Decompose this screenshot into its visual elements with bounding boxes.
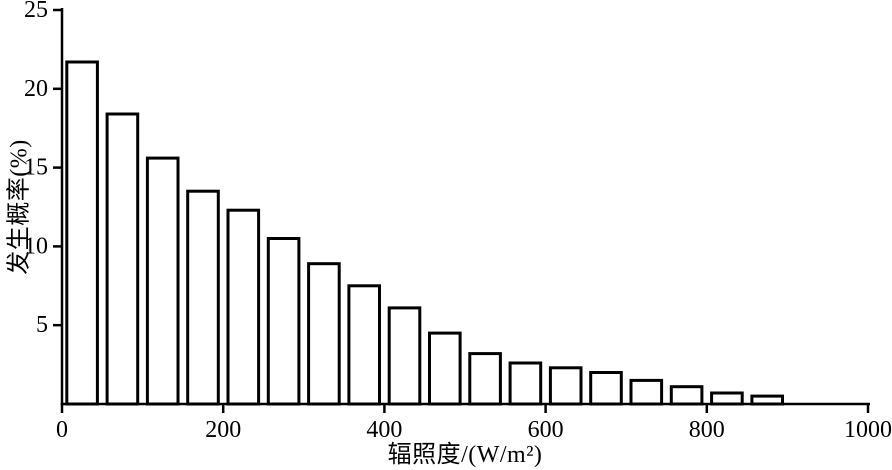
bar <box>629 378 664 406</box>
x-tick-label: 600 <box>528 417 564 443</box>
bar <box>548 366 583 406</box>
bar <box>589 371 623 406</box>
y-tick-label: 20 <box>24 76 48 102</box>
bar <box>468 352 502 406</box>
x-tick-label: 200 <box>205 417 241 443</box>
y-tick-label: 10 <box>24 233 48 259</box>
bar <box>669 385 704 406</box>
bar <box>307 262 341 406</box>
bar <box>387 306 422 406</box>
bar <box>186 189 220 406</box>
bar <box>347 284 381 406</box>
y-tick-label: 15 <box>24 155 48 181</box>
bar <box>710 391 744 406</box>
x-tick-label: 400 <box>366 417 402 443</box>
bar <box>266 237 301 406</box>
y-tick-label: 5 <box>36 312 48 338</box>
x-tick-label: 800 <box>689 417 725 443</box>
x-axis-label: 辐照度/(W/m²) <box>387 442 543 468</box>
x-tick-label: 0 <box>56 417 68 443</box>
x-tick-label: 1000 <box>844 417 892 443</box>
y-tick-label: 25 <box>24 0 48 23</box>
bar <box>508 361 543 406</box>
bar <box>226 208 261 406</box>
bar <box>105 112 140 406</box>
bar <box>65 60 99 406</box>
bar <box>145 156 180 406</box>
y-axis-label: 发生概率(%) <box>6 139 33 275</box>
bar <box>428 331 462 406</box>
